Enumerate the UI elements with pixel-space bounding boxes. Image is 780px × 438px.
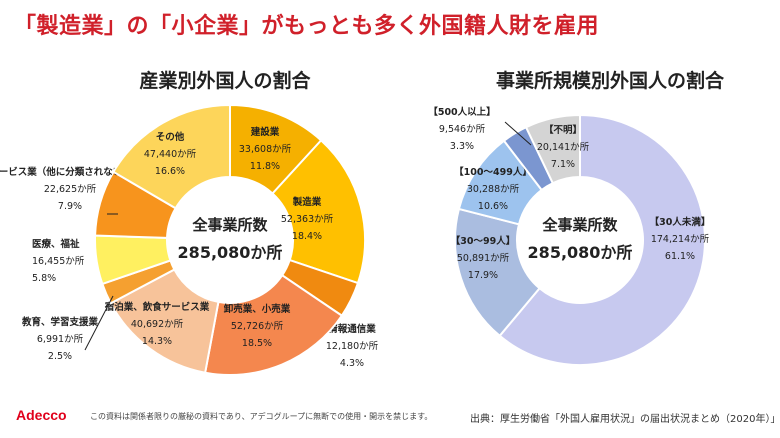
industry-slice-8 — [112, 103, 231, 210]
industry-center-value: 285,080か所 — [178, 243, 283, 262]
industry-slice-6-label: 医療、福祉 — [32, 238, 80, 250]
size-slice-0-percent: 61.1% — [665, 251, 695, 262]
industry-slice-1-label: 製造業 — [292, 196, 322, 208]
industry-slice-2-count: 12,180か所 — [326, 341, 379, 352]
size-slice-2-percent: 10.6% — [478, 201, 508, 212]
size-slice-3-percent: 3.3% — [450, 141, 474, 152]
industry-slice-3 — [203, 273, 344, 376]
size-slice-0-count: 174,214か所 — [651, 234, 710, 245]
industry-slice-7-count: 22,625か所 — [44, 184, 97, 195]
size-slice-4-label: 【不明】 — [544, 124, 582, 136]
industry-slice-4-label: 宿泊業、飲食サービス業 — [105, 301, 210, 313]
size-center-label: 全事業所数 — [541, 216, 618, 234]
industry-slice-1-count: 52,363か所 — [281, 214, 334, 225]
size-slice-1 — [454, 207, 541, 338]
source-note: 出典：厚生労働省「外国人雇用状況」の届出状況まとめ（2020年）」 — [470, 414, 780, 425]
donut-size: 【30人未満】 174,214か所 61.1% 【30～99人】 50,891か所 17.… — [428, 106, 711, 366]
size-slice-1-label: 【30～99人】 — [451, 235, 515, 247]
industry-slice-8-label: その他 — [156, 131, 185, 143]
industry-slice-5-percent: 2.5% — [48, 351, 72, 362]
industry-slice-1 — [271, 138, 366, 285]
size-slice-1-count: 50,891か所 — [457, 253, 510, 264]
donut-industry: 建設業 33,608か所 11.8% 製造業 52,363か所 18.4% 情報通信業 12,… — [0, 103, 379, 376]
industry-slice-0-percent: 11.8% — [250, 161, 280, 172]
industry-center-label: 全事業所数 — [191, 216, 268, 234]
industry-slice-7-label: サービス業（他に分類されないもの） — [0, 166, 151, 178]
size-slice-3-count: 9,546か所 — [439, 124, 486, 135]
industry-slice-1-percent: 18.4% — [292, 231, 322, 242]
size-slice-2-count: 30,288か所 — [467, 184, 520, 195]
industry-slice-4-count: 40,692か所 — [131, 319, 184, 330]
industry-slice-6-percent: 5.8% — [32, 273, 56, 284]
adecco-logo: Adecco — [16, 407, 67, 423]
size-slice-0 — [498, 113, 706, 366]
industry-slice-4-percent: 14.3% — [142, 336, 172, 347]
size-slice-4 — [524, 113, 581, 185]
size-center-value: 285,080か所 — [528, 243, 633, 262]
industry-slice-3-count: 52,726か所 — [231, 321, 284, 332]
size-leader-line-3 — [504, 121, 532, 146]
chart-title-industry: 産業別外国人の割合 — [139, 70, 311, 92]
industry-slice-2-label: 情報通信業 — [327, 323, 376, 335]
industry-slice-5-count: 6,991か所 — [37, 334, 84, 345]
headline: 「製造業」の「小企業」がもっとも多く外国籍人財を雇用 — [14, 14, 600, 39]
size-slice-3-label: 【500人以上】 — [428, 106, 495, 118]
industry-slice-0-label: 建設業 — [250, 126, 280, 138]
industry-slice-8-percent: 16.6% — [155, 166, 185, 177]
size-slice-0-label: 【30人未満】 — [650, 216, 711, 228]
size-slice-4-count: 20,141か所 — [537, 142, 590, 153]
industry-leader-line-5 — [84, 295, 114, 351]
confidential-note: この資料は関係者限りの厳秘の資料であり、アデコグループに無断での使用・開示を禁じ… — [90, 412, 433, 421]
industry-slice-5-label: 教育、学習支援業 — [21, 316, 99, 328]
industry-slice-8-count: 47,440か所 — [144, 149, 197, 160]
industry-slice-3-label: 卸売業、小売業 — [224, 303, 291, 315]
size-slice-4-percent: 7.1% — [551, 159, 575, 170]
industry-slice-6-count: 16,455か所 — [32, 256, 85, 267]
size-slice-2-label: 【100～499人】 — [454, 166, 532, 178]
industry-slice-3-percent: 18.5% — [242, 338, 272, 349]
industry-slice-2-percent: 4.3% — [340, 358, 364, 369]
industry-slice-7-percent: 7.9% — [58, 201, 82, 212]
size-slice-1-percent: 17.9% — [468, 270, 498, 281]
industry-slice-0-count: 33,608か所 — [239, 144, 292, 155]
chart-title-size: 事業所規模別外国人の割合 — [495, 70, 724, 92]
